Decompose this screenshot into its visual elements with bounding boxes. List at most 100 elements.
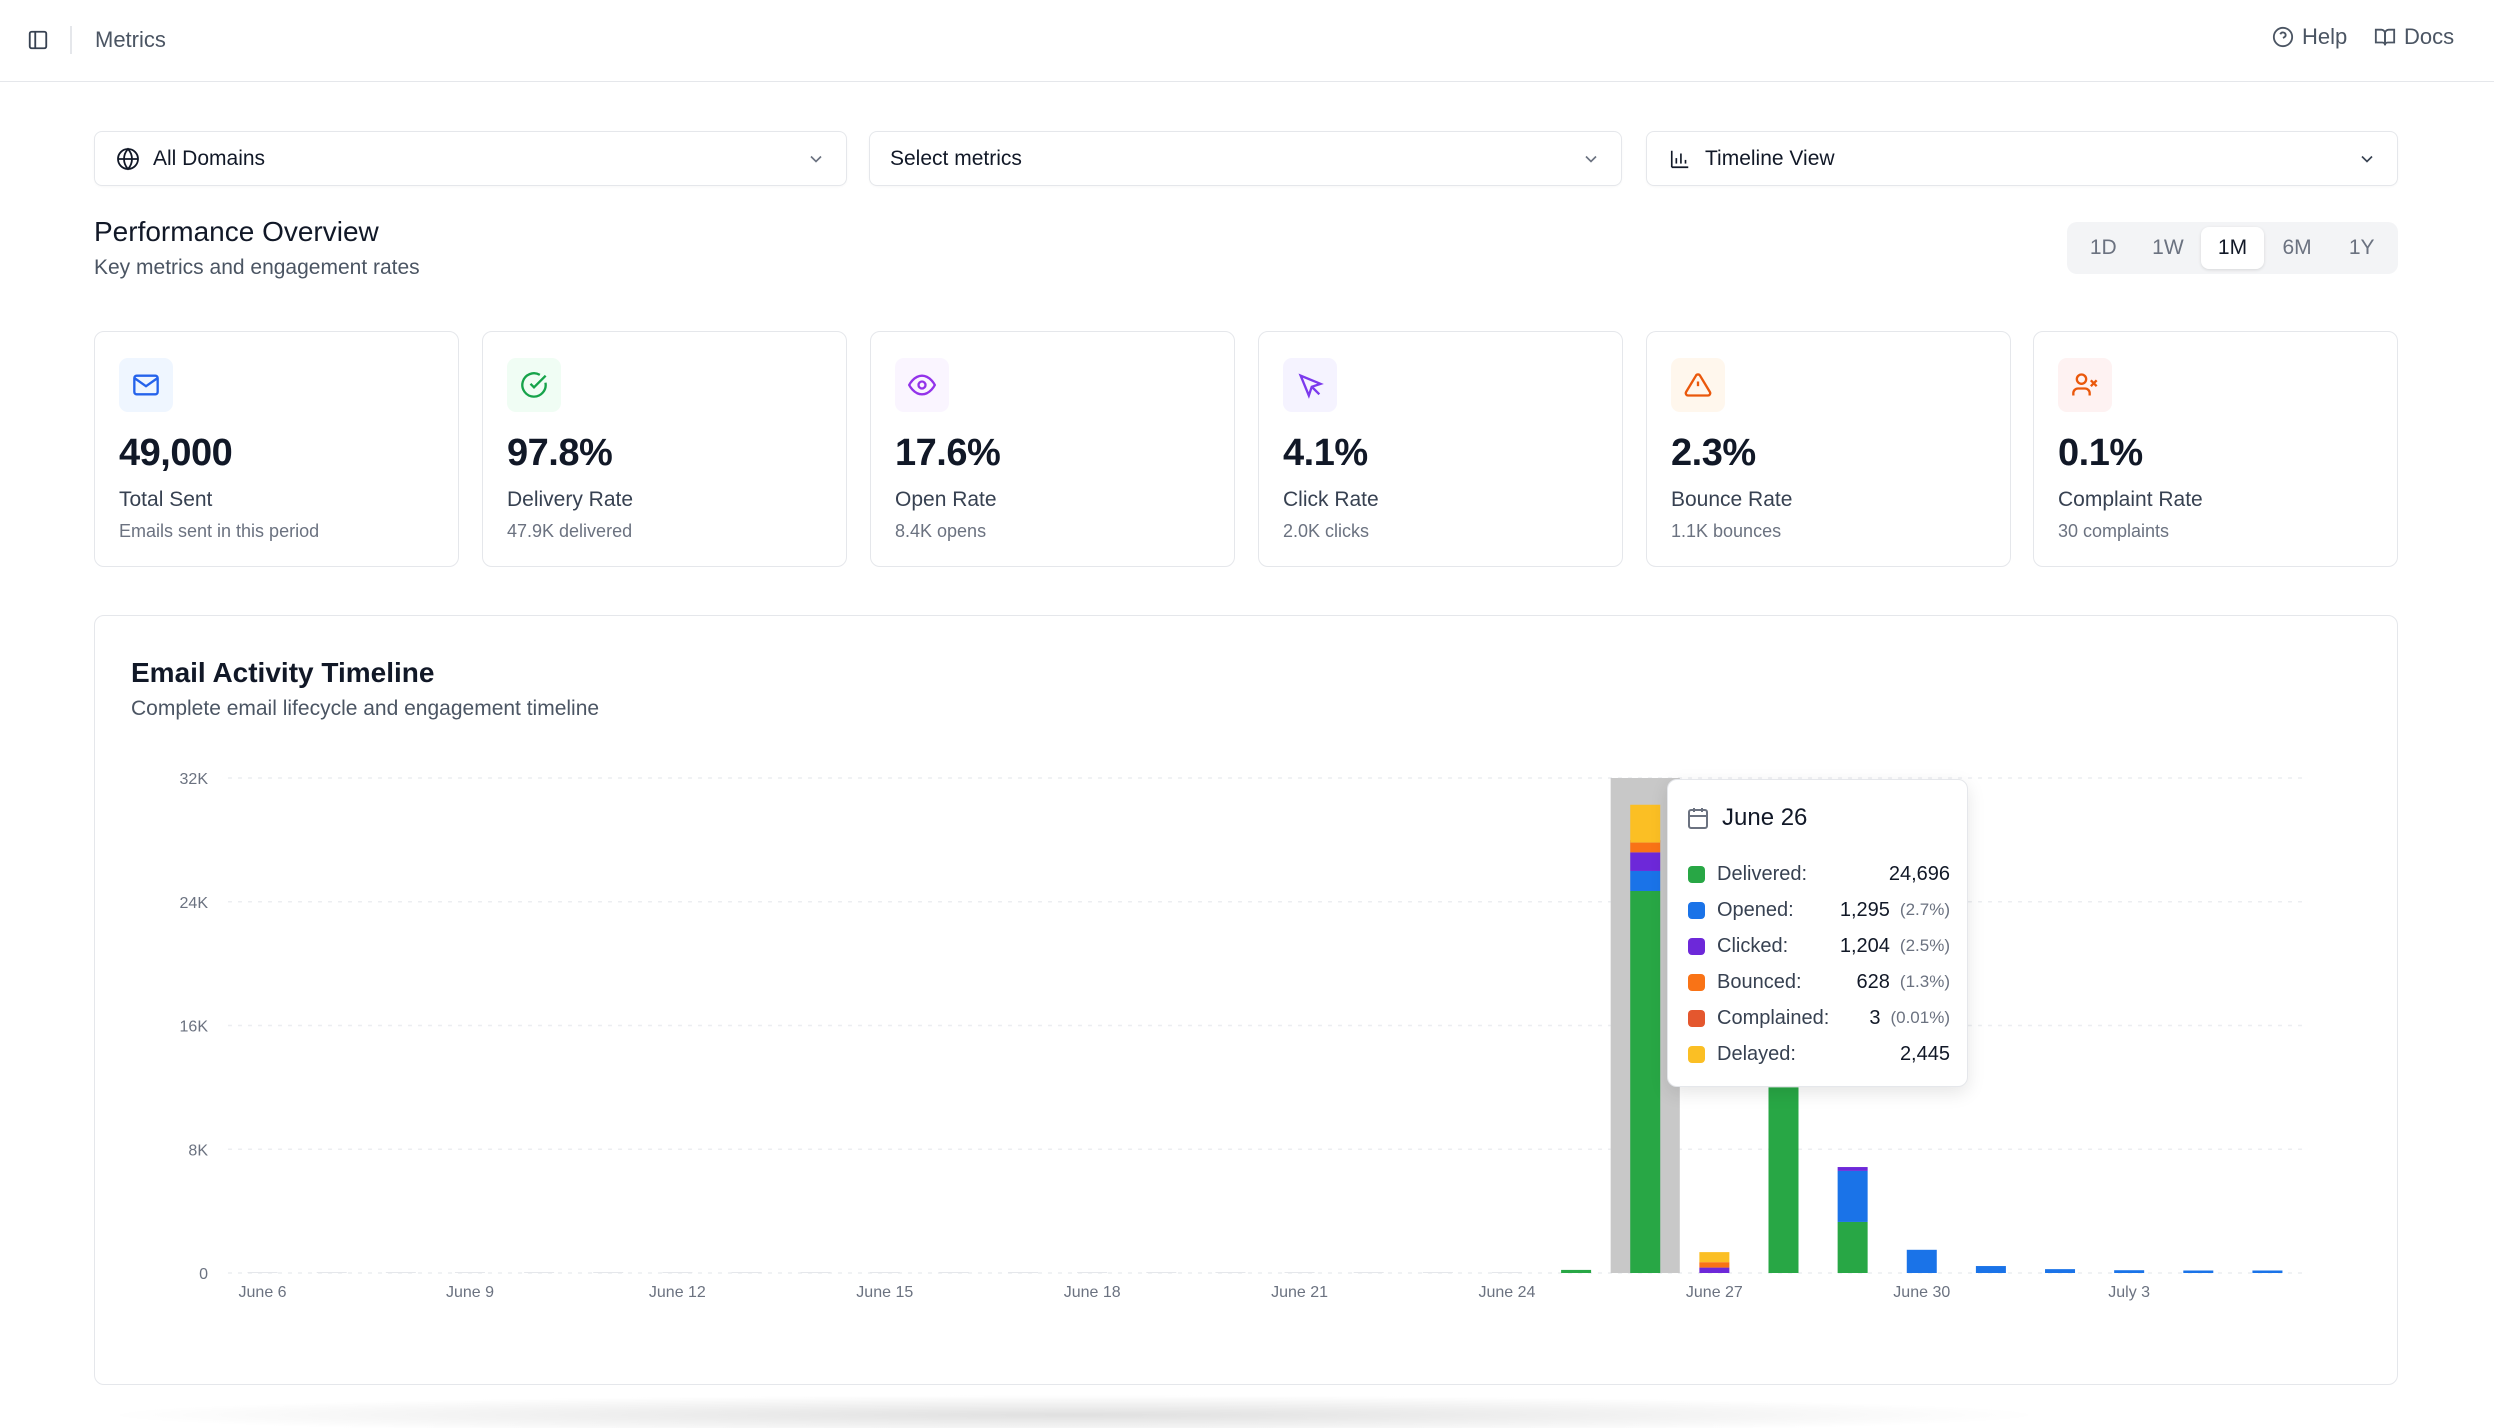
- stat-value: 97.8%: [507, 432, 613, 474]
- stat-card-complaint-rate: 0.1% Complaint Rate 30 complaints: [2033, 331, 2398, 567]
- stat-detail: 1.1K bounces: [1671, 521, 1782, 541]
- bar-empty: [1215, 1272, 1246, 1273]
- bar-empty: [1491, 1272, 1522, 1273]
- legend-swatch: [1688, 865, 1705, 883]
- tooltip-percent: (2.5%): [1899, 936, 1950, 955]
- legend-swatch: [1688, 1045, 1705, 1063]
- bar-empty: [1284, 1272, 1315, 1273]
- bar-empty: [1146, 1272, 1177, 1273]
- eye-icon: [895, 358, 949, 412]
- x-tick-label: June 9: [446, 1284, 494, 1301]
- globe-icon: [115, 146, 141, 172]
- bar-segment-opened: [1906, 1249, 1937, 1273]
- tooltip-value: 2,445: [1899, 1042, 1950, 1065]
- tooltip-percent: (2.7%): [1899, 900, 1950, 919]
- sidebar-toggle-icon[interactable]: [24, 26, 52, 54]
- tooltip-percent: (0.01%): [1890, 1008, 1950, 1027]
- bar-empty: [385, 1272, 416, 1273]
- x-tick-label: June 12: [649, 1284, 706, 1301]
- bar-empty: [1422, 1272, 1453, 1273]
- x-tick-label: June 15: [856, 1284, 913, 1301]
- range-1d[interactable]: 1D: [2089, 236, 2117, 259]
- tooltip-value: 1,204: [1839, 934, 1890, 957]
- bar-segment-clicked: [1630, 852, 1661, 871]
- metrics-select[interactable]: Select metrics: [869, 131, 1622, 186]
- bar-empty: [316, 1272, 347, 1273]
- stat-value: 17.6%: [895, 432, 1001, 474]
- bar-segment-delivered: [1630, 890, 1661, 1273]
- tooltip-label: Opened:: [1717, 898, 1794, 921]
- tooltip-label: Complained:: [1717, 1006, 1830, 1029]
- bar-empty: [731, 1272, 762, 1273]
- y-tick-label: 32K: [180, 771, 209, 788]
- domain-select-value: All Domains: [153, 146, 266, 170]
- y-tick-label: 8K: [188, 1142, 208, 1159]
- stat-label: Total Sent: [119, 488, 213, 511]
- page-title: Performance Overview: [94, 216, 379, 247]
- tooltip-row-delayed: Delayed: 2,445: [1688, 1039, 1950, 1069]
- bar-segment-delayed: [1699, 1252, 1730, 1263]
- y-tick-label: 16K: [180, 1019, 209, 1036]
- bar-chart-icon: [1667, 146, 1693, 172]
- docs-label: Docs: [2404, 24, 2455, 49]
- help-label: Help: [2302, 24, 2348, 49]
- stat-card-delivery-rate: 97.8% Delivery Rate 47.9K delivered: [482, 331, 847, 567]
- bar-segment-opened: [2045, 1269, 2076, 1273]
- stat-card-bounce-rate: 2.3% Bounce Rate 1.1K bounces: [1646, 331, 2011, 567]
- cursor-icon: [1283, 358, 1337, 412]
- timeline-title: Email Activity Timeline: [131, 657, 435, 688]
- stat-value: 2.3%: [1671, 432, 1756, 474]
- bar-segment-delayed: [1630, 804, 1661, 843]
- stat-card-click-rate: 4.1% Click Rate 2.0K clicks: [1258, 331, 1623, 567]
- view-select[interactable]: Timeline View: [1646, 131, 2398, 186]
- breadcrumb: Metrics: [95, 27, 166, 52]
- chart-tooltip: June 26 Delivered: 24,696 Opened: 1,295 …: [1667, 779, 1968, 1087]
- bar-empty: [524, 1272, 555, 1273]
- bar-empty: [869, 1272, 900, 1273]
- tooltip-percent: (1.3%): [1899, 972, 1950, 991]
- bar-segment-opened: [2114, 1270, 2145, 1273]
- calendar-icon: [1688, 808, 1708, 829]
- stat-value: 49,000: [119, 432, 233, 474]
- user-x-icon: [2058, 358, 2112, 412]
- tooltip-row-bounced: Bounced: 628 (1.3%): [1688, 967, 1950, 997]
- tooltip-label: Clicked:: [1717, 934, 1789, 957]
- help-circle-icon: [2272, 26, 2294, 48]
- legend-swatch: [1688, 973, 1705, 991]
- bar-empty: [938, 1272, 969, 1273]
- divider: [70, 26, 72, 54]
- stat-detail: 30 complaints: [2058, 521, 2170, 541]
- legend-swatch: [1688, 901, 1705, 919]
- bar-empty: [1008, 1272, 1039, 1273]
- timeline-subtitle: Complete email lifecycle and engagement …: [131, 697, 600, 720]
- bar-segment-opened: [2252, 1270, 2283, 1273]
- bar-segment-delivered: [1561, 1269, 1592, 1273]
- bar-empty: [454, 1272, 485, 1273]
- bar-empty: [800, 1272, 831, 1273]
- check-circle-icon: [507, 358, 561, 412]
- docs-link[interactable]: Docs: [2374, 24, 2454, 50]
- stat-label: Complaint Rate: [2058, 488, 2203, 511]
- range-6m[interactable]: 6M: [2282, 236, 2312, 259]
- stat-detail: 2.0K clicks: [1283, 521, 1370, 541]
- book-open-icon: [2374, 28, 2396, 46]
- bar-segment-bounced: [1699, 1262, 1730, 1268]
- bar-segment-opened: [1630, 870, 1661, 891]
- bar-segment-opened: [1975, 1266, 2006, 1273]
- help-link[interactable]: Help: [2272, 24, 2347, 50]
- range-1y[interactable]: 1Y: [2348, 236, 2375, 259]
- x-tick-label: June 27: [1686, 1284, 1743, 1301]
- tooltip-date: June 26: [1722, 804, 1808, 831]
- range-1m[interactable]: 1M: [2201, 227, 2264, 269]
- x-tick-label: June 6: [239, 1284, 287, 1301]
- metrics-select-placeholder: Select metrics: [890, 146, 1022, 170]
- x-tick-label: June 18: [1064, 1284, 1121, 1301]
- domain-select[interactable]: All Domains: [94, 131, 847, 186]
- tooltip-label: Delayed:: [1717, 1042, 1796, 1065]
- bar-segment-bounced: [1630, 842, 1661, 853]
- bar-segment-delivered: [1837, 1221, 1868, 1273]
- stat-detail: Emails sent in this period: [119, 521, 320, 541]
- tooltip-row-opened: Opened: 1,295 (2.7%): [1688, 895, 1950, 925]
- range-1w[interactable]: 1W: [2152, 236, 2184, 259]
